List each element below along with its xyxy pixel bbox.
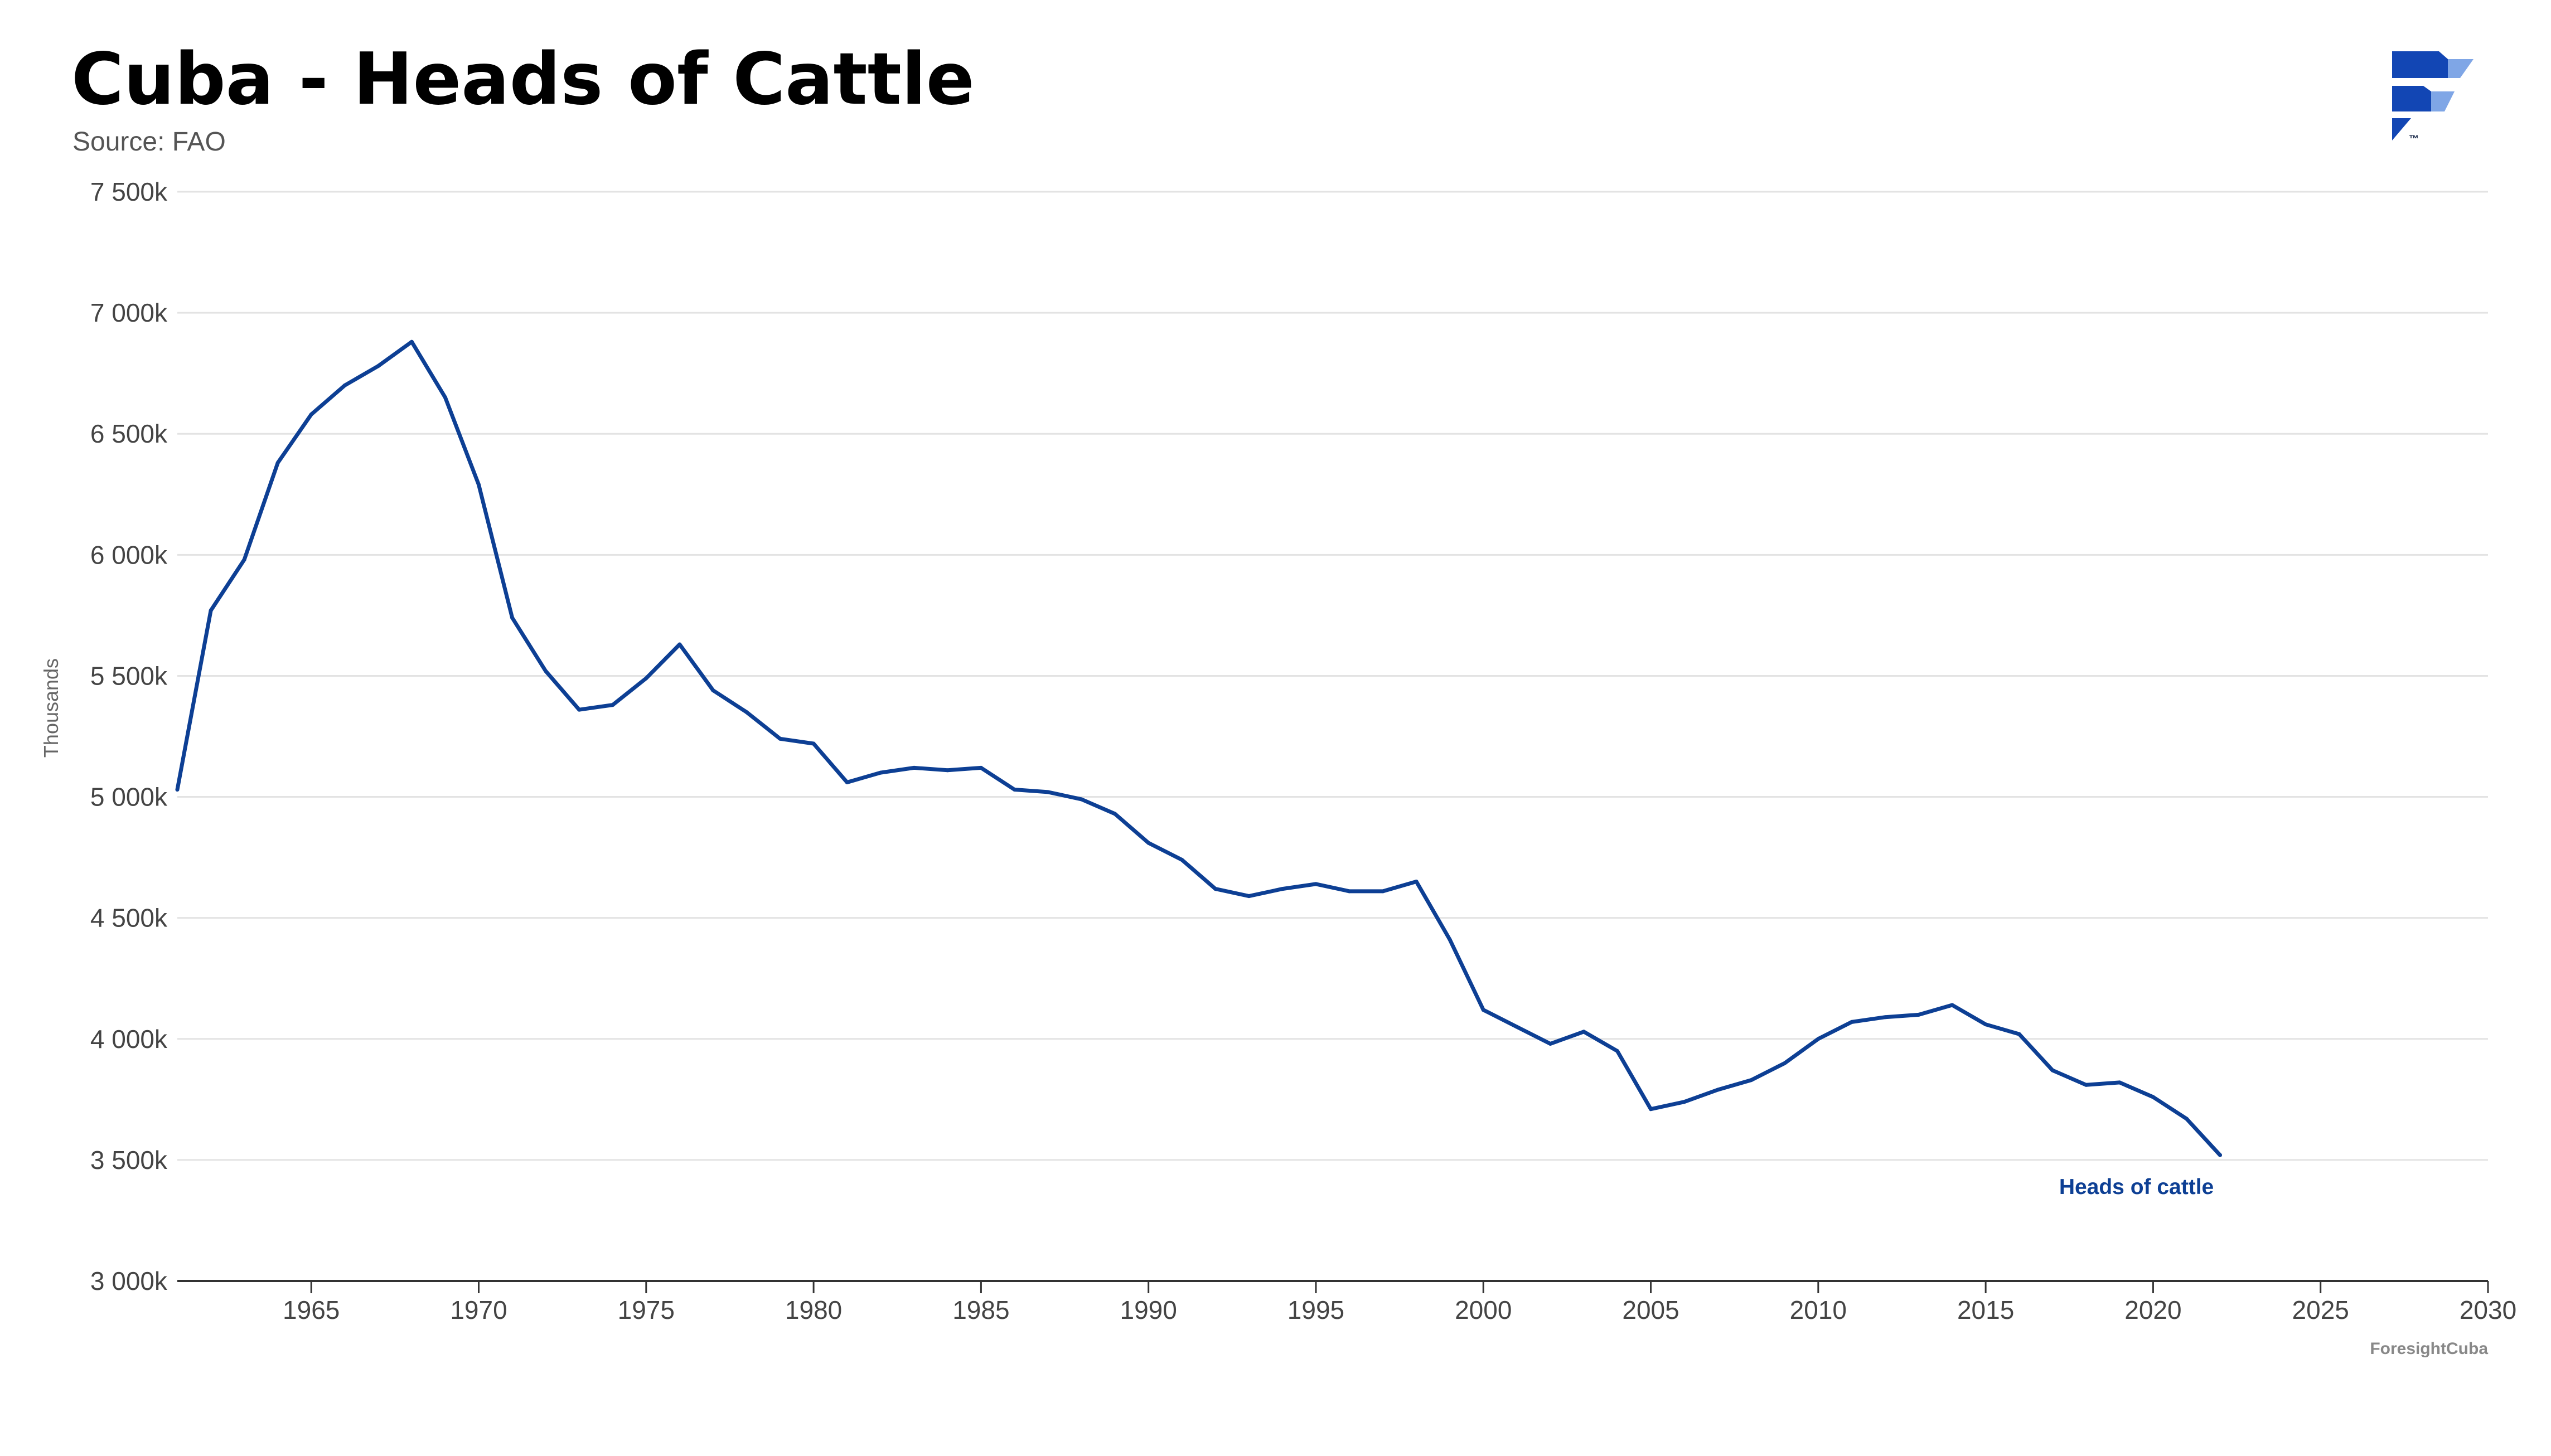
gridlines: [177, 191, 2488, 1161]
data-point: [443, 395, 447, 400]
data-point: [1950, 1003, 1954, 1007]
data-point: [309, 412, 313, 416]
data-point: [1414, 880, 1419, 884]
data-point: [2050, 1068, 2055, 1072]
data-point: [2185, 1117, 2189, 1121]
data-point: [409, 339, 414, 344]
data-point: [577, 707, 582, 712]
x-tick-label: 2010: [1790, 1295, 1847, 1324]
data-point: [1916, 1012, 1921, 1017]
data-point: [544, 669, 548, 673]
series-label: Heads of cattle: [2059, 1175, 2214, 1199]
y-axis-ticks: 3 000k 3 500k 4 000k 4 500k 5 000k 5 500k 6 00…: [90, 177, 168, 1295]
x-tick-label: 1965: [283, 1295, 340, 1324]
data-point: [711, 688, 715, 692]
data-point: [845, 780, 849, 784]
data-point: [1113, 812, 1117, 816]
x-tick-label: 2025: [2292, 1295, 2349, 1324]
svg-text:™: ™: [2409, 133, 2419, 144]
credit-label: ForesightCuba: [2370, 1339, 2488, 1358]
data-point: [1213, 887, 1218, 891]
y-tick-label: 6 500k: [90, 419, 168, 448]
data-point: [510, 615, 515, 620]
data-point: [1514, 1025, 1519, 1029]
data-point: [1649, 1107, 1653, 1112]
x-tick-label: 2000: [1455, 1295, 1512, 1324]
data-point: [209, 608, 213, 613]
data-point: [1783, 1061, 1787, 1065]
data-point: [1314, 882, 1318, 886]
data-point: [1749, 1078, 1754, 1083]
data-point: [811, 741, 816, 746]
data-point: [878, 770, 883, 775]
data-point: [1448, 938, 1452, 942]
data-point: [979, 765, 983, 770]
data-point: [945, 768, 950, 773]
x-tick-label: 1985: [952, 1295, 1009, 1324]
data-point: [1012, 788, 1016, 792]
data-point: [477, 482, 481, 487]
x-tick-label: 2030: [2460, 1295, 2516, 1324]
data-point: [175, 788, 180, 792]
data-point: [1548, 1042, 1552, 1046]
data-point: [342, 383, 347, 387]
data-point: [1581, 1030, 1586, 1034]
data-point: [744, 710, 749, 715]
data-point: [912, 765, 916, 770]
data-point: [644, 676, 648, 681]
data-point: [611, 703, 615, 707]
series-line: [175, 339, 2222, 1157]
y-tick-label: 7 500k: [90, 177, 168, 206]
data-point: [2084, 1083, 2088, 1087]
data-point: [1615, 1049, 1619, 1053]
data-point: [1146, 841, 1151, 845]
data-point: [1816, 1037, 1821, 1041]
x-tick-label: 1970: [450, 1295, 507, 1324]
x-tick-label: 1990: [1120, 1295, 1177, 1324]
y-tick-label: 4 500k: [90, 904, 168, 933]
data-point: [1983, 1022, 1988, 1027]
data-point: [275, 460, 280, 465]
y-tick-label: 5 500k: [90, 661, 168, 690]
data-point: [1080, 797, 1084, 802]
y-tick-label: 3 000k: [90, 1266, 168, 1295]
x-tick-label: 1980: [785, 1295, 842, 1324]
y-axis-label: Thousands: [40, 658, 62, 758]
y-tick-label: 7 000k: [90, 298, 168, 327]
data-point: [1046, 790, 1050, 794]
chart-source: Source: FAO: [72, 127, 226, 157]
x-axis: 1965 1970 1975 1980 1985 1990 1995 2000 2005 2010…: [177, 1280, 2516, 1324]
data-point: [1883, 1015, 1887, 1020]
foresight-logo-icon: ™: [2392, 51, 2473, 144]
data-point: [1481, 1008, 1485, 1012]
x-tick-label: 1995: [1287, 1295, 1344, 1324]
y-tick-label: 3 500k: [90, 1146, 168, 1174]
data-point: [1381, 889, 1385, 894]
series-layer: Heads of cattle: [175, 339, 2222, 1199]
chart-title: Cuba - Heads of Cattle: [71, 38, 975, 121]
x-tick-label: 2005: [1622, 1295, 1679, 1324]
x-tick-label: 2015: [1957, 1295, 2014, 1324]
x-tick-label: 1975: [618, 1295, 675, 1324]
data-point: [1716, 1088, 1720, 1092]
data-point: [677, 642, 682, 647]
data-point: [1850, 1020, 1854, 1024]
x-tick-label: 2020: [2124, 1295, 2181, 1324]
data-point: [1180, 858, 1184, 862]
data-point: [2017, 1032, 2021, 1036]
y-tick-label: 4 000k: [90, 1025, 168, 1054]
data-point: [1280, 887, 1285, 891]
data-point: [242, 557, 246, 562]
data-point: [2151, 1095, 2155, 1099]
data-point: [1682, 1100, 1687, 1104]
data-point: [2218, 1153, 2222, 1157]
data-point: [1247, 894, 1251, 899]
data-point: [376, 364, 380, 368]
y-tick-label: 5 000k: [90, 783, 168, 812]
data-point: [2117, 1080, 2122, 1085]
y-tick-label: 6 000k: [90, 540, 168, 569]
data-point: [1347, 889, 1352, 894]
data-point: [778, 736, 782, 741]
